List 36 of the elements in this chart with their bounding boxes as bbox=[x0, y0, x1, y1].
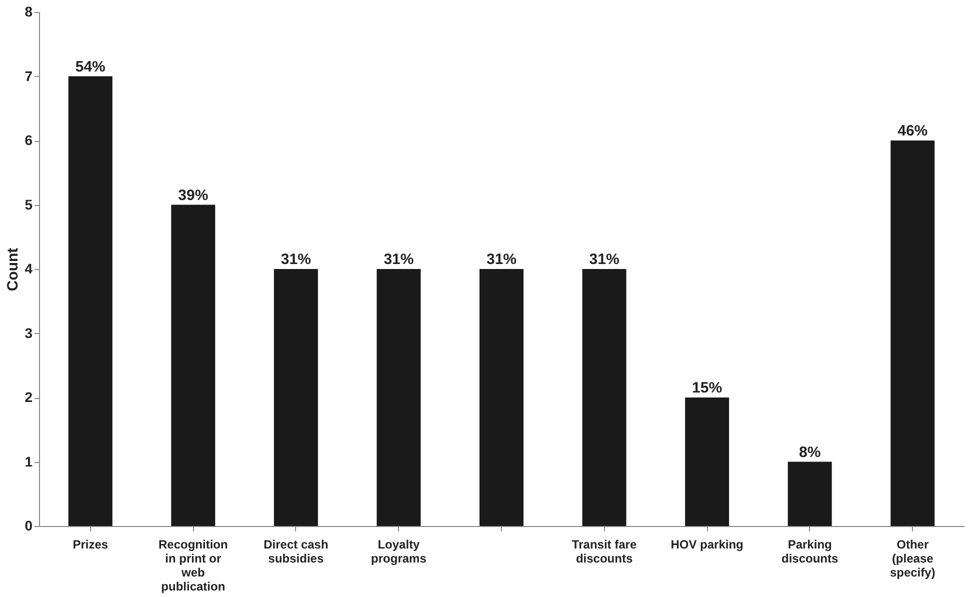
bar bbox=[788, 462, 832, 526]
annotation: 39% bbox=[178, 186, 208, 204]
annotation: 31% bbox=[486, 251, 517, 268]
bar bbox=[582, 269, 626, 526]
annotation: 54% bbox=[75, 58, 106, 76]
annotation: 31% bbox=[589, 251, 620, 268]
bar bbox=[685, 398, 730, 526]
bar bbox=[890, 140, 935, 526]
bar bbox=[480, 269, 524, 526]
bar bbox=[376, 269, 421, 526]
annotation: 31% bbox=[280, 251, 311, 268]
y-tick-label: 1 bbox=[24, 453, 33, 470]
y-tick-label: 2 bbox=[24, 389, 33, 405]
x-tick-label: Parking discounts bbox=[781, 538, 838, 566]
y-tick-label: 3 bbox=[24, 324, 33, 341]
annotation: 8% bbox=[798, 444, 821, 461]
y-tick-label: 0 bbox=[24, 518, 33, 534]
y-tick-label: 7 bbox=[24, 68, 33, 84]
y-tick-label: 5 bbox=[24, 196, 33, 212]
annotation: 15% bbox=[692, 380, 722, 396]
annotation: 31% bbox=[384, 251, 414, 268]
x-tick-label: Prizes bbox=[72, 538, 108, 552]
y-axis-title: Count bbox=[4, 248, 22, 292]
x-tick-label: Other (please specify) bbox=[890, 538, 936, 580]
y-tick-label: 6 bbox=[24, 132, 33, 148]
x-tick-label: Recognition in print or web publication bbox=[158, 538, 228, 594]
annotation: 46% bbox=[898, 122, 928, 140]
bar bbox=[274, 269, 318, 526]
bar bbox=[68, 76, 112, 526]
x-tick-label: Transit fare discounts bbox=[572, 538, 637, 566]
x-tick-label: HOV parking bbox=[670, 538, 744, 552]
y-tick-label: 8 bbox=[24, 4, 33, 20]
x-tick-label: Direct cash subsidies bbox=[264, 538, 328, 566]
y-tick-label: 4 bbox=[24, 260, 33, 276]
x-tick-label: Loyalty programs bbox=[371, 538, 427, 566]
bar bbox=[171, 204, 216, 526]
